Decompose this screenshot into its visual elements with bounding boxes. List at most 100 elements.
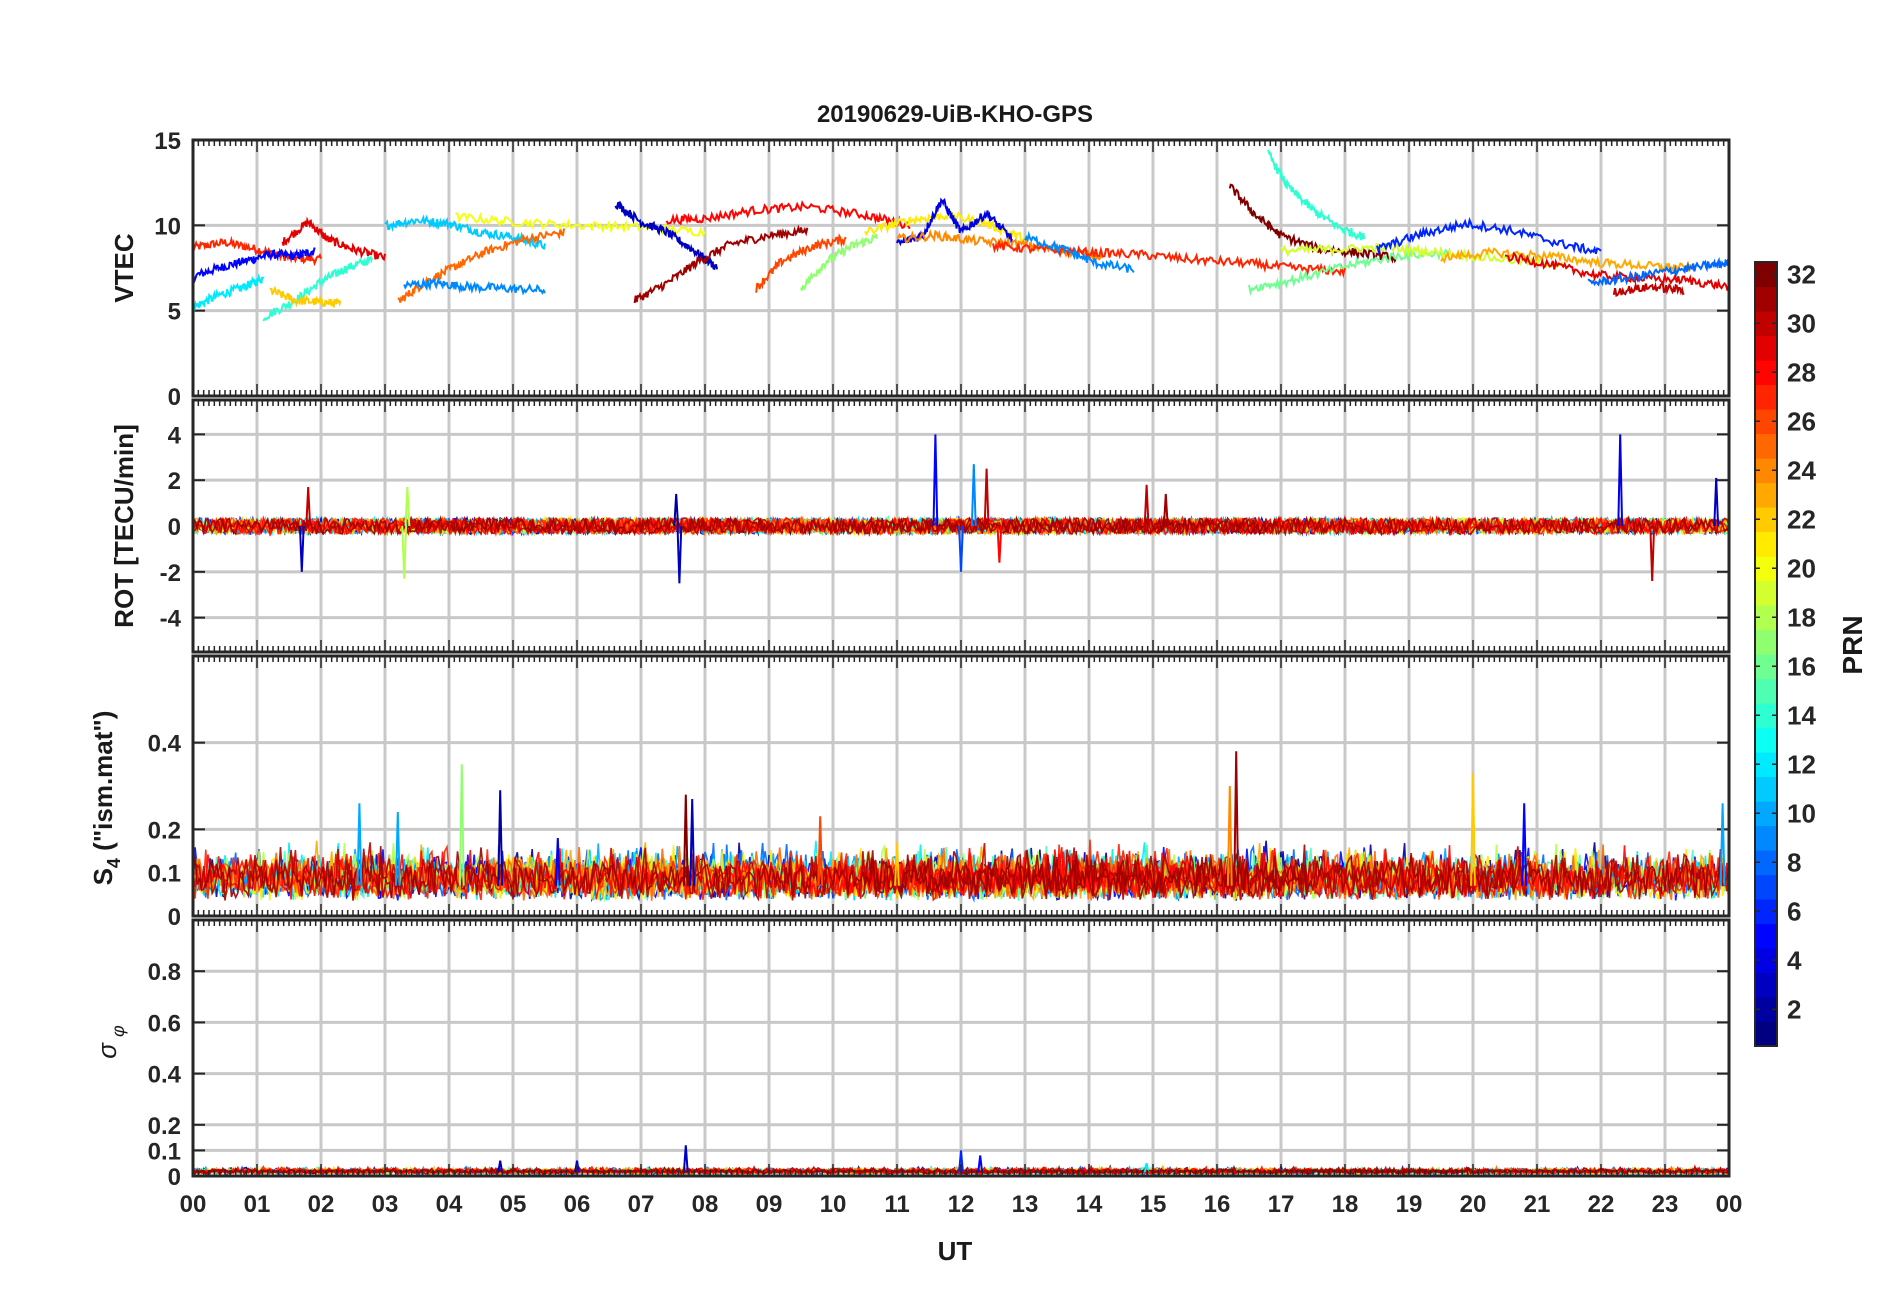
- data-spike: [983, 468, 990, 527]
- colorbar-segment: [1755, 580, 1777, 606]
- colorbar-tick-label: 16: [1787, 651, 1816, 681]
- rot-ylabel: ROT [TECU/min]: [109, 424, 139, 628]
- series-line: [455, 211, 706, 238]
- series-line: [403, 276, 546, 296]
- y-tick-label: 15: [154, 128, 181, 155]
- colorbar-tick-label: 8: [1787, 847, 1801, 877]
- colorbar-segment: [1755, 433, 1777, 459]
- data-spike: [689, 798, 696, 886]
- series-line: [262, 255, 374, 322]
- data-spike: [676, 525, 683, 584]
- colorbar-segment: [1755, 360, 1777, 386]
- series-line: [193, 273, 265, 313]
- series-line: [1280, 242, 1564, 269]
- x-tick-label: 18: [1332, 1191, 1359, 1218]
- data-spike: [1226, 785, 1233, 886]
- data-spike: [673, 493, 680, 527]
- data-spike: [356, 803, 363, 886]
- data-spike: [817, 816, 824, 886]
- series-line: [193, 844, 1729, 901]
- colorbar-tick-label: 22: [1787, 504, 1816, 534]
- chart-title: 20190629-UiB-KHO-GPS: [817, 101, 1093, 128]
- axes-frame: [191, 138, 1731, 398]
- x-tick-label: 07: [628, 1191, 655, 1218]
- data-spike: [497, 790, 504, 886]
- data-spike: [305, 487, 312, 527]
- series-line: [281, 216, 386, 262]
- x-tick-label: 20: [1460, 1191, 1487, 1218]
- series-line: [838, 515, 1278, 536]
- y-tick-label: 0.8: [148, 959, 181, 986]
- colorbar-tick-label: 2: [1787, 994, 1801, 1024]
- series-line: [1587, 256, 1729, 287]
- series-line: [1267, 149, 1366, 241]
- data-spike: [1617, 434, 1624, 527]
- data-spike: [958, 525, 964, 572]
- y-tick-label: 0.2: [148, 1113, 181, 1140]
- colorbar-tick-label: 28: [1787, 357, 1816, 387]
- y-tick-label: 0.2: [148, 817, 181, 844]
- y-tick-label: -2: [160, 560, 181, 587]
- colorbar-segment: [1755, 311, 1777, 337]
- data-spike: [1649, 525, 1656, 582]
- series-group: [193, 751, 1729, 903]
- x-tick-label: 09: [756, 1191, 783, 1218]
- colorbar-segment: [1755, 1021, 1777, 1047]
- x-tick-label: 03: [372, 1191, 399, 1218]
- series-line: [1504, 251, 1729, 291]
- x-tick-label: 11: [884, 1191, 909, 1218]
- colorbar-segment: [1755, 703, 1777, 729]
- data-spike: [1143, 1162, 1150, 1173]
- series-line: [800, 233, 878, 291]
- series-line: [1024, 230, 1135, 273]
- data-spike: [298, 525, 305, 572]
- data-spike: [404, 487, 411, 527]
- colorbar-segment: [1755, 899, 1777, 925]
- colorbar-segment: [1755, 825, 1777, 851]
- x-tick-label: 19: [1396, 1191, 1423, 1218]
- colorbar-segment: [1755, 874, 1777, 900]
- series-line: [269, 285, 342, 308]
- colorbar-segment: [1755, 605, 1777, 631]
- y-tick-label: 4: [168, 422, 182, 449]
- series-line: [193, 515, 1729, 537]
- y-tick-label: 5: [168, 299, 181, 326]
- y-tick-label: 0: [168, 1164, 181, 1191]
- data-spike: [977, 1155, 984, 1173]
- data-spike: [996, 525, 1003, 563]
- colorbar-segment: [1755, 727, 1777, 753]
- colorbar-segment: [1755, 850, 1777, 876]
- x-axis-label: UT: [938, 1236, 973, 1266]
- colorbar-tick-label: 14: [1787, 700, 1816, 730]
- series-group: [193, 149, 1729, 322]
- s4-ylabel: S4 ("ism.mat"): [88, 711, 124, 886]
- s4-panel: 0 0.1 0.2 0.4: [148, 654, 1731, 931]
- data-spike: [682, 1145, 689, 1173]
- y-tick-label: 0.1: [148, 861, 181, 888]
- y-tick-label: 0.6: [148, 1010, 181, 1037]
- colorbar-frame: [1754, 261, 1778, 1047]
- series-line: [633, 224, 809, 304]
- sigma-phi-ylabel: σφ: [92, 1025, 128, 1059]
- data-spike: [682, 794, 689, 886]
- series-line: [397, 228, 566, 303]
- y-tick-label: 0: [168, 514, 181, 541]
- sigma-phi-panel: 00.10.2 0.4 0.6 0.8 00 01 02 03 04 05 06 07 08 09 10 11…: [148, 918, 1742, 1218]
- data-spike: [1233, 751, 1240, 886]
- colorbar-tick-label: 6: [1787, 896, 1801, 926]
- axes-frame: [191, 918, 1731, 1178]
- series-line: [1612, 281, 1685, 298]
- vtec-ylabel: VTEC: [109, 233, 139, 303]
- x-tick-label: 22: [1588, 1191, 1615, 1218]
- y-tick-label: 0: [168, 384, 181, 411]
- x-tick-label: 23: [1652, 1191, 1679, 1218]
- colorbar-segment: [1755, 629, 1777, 655]
- colorbar-tick-label: 18: [1787, 602, 1816, 632]
- x-tick-label: 21: [1524, 1191, 1551, 1218]
- colorbar-segment: [1755, 752, 1777, 778]
- data-spike: [1162, 493, 1169, 527]
- colorbar-segment: [1755, 801, 1777, 827]
- series-line: [1228, 183, 1398, 264]
